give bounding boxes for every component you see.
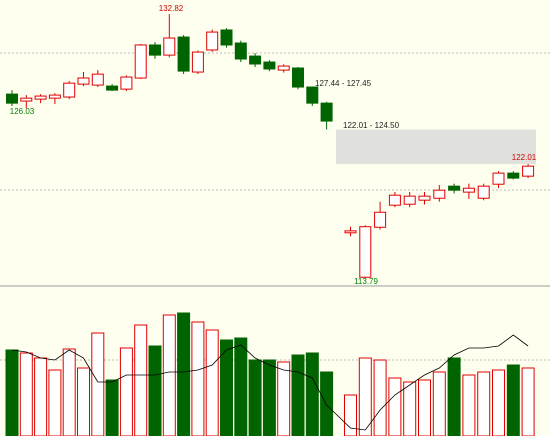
volume-bar [5, 349, 19, 436]
volume-bar [388, 377, 402, 436]
candle-body [507, 172, 520, 179]
volume-bar [220, 339, 233, 436]
candle-body [6, 93, 18, 104]
candle-body [34, 95, 47, 100]
candle-body [20, 97, 33, 102]
candle-body [120, 76, 133, 90]
volume-bar [403, 381, 417, 436]
volume-bar [177, 312, 191, 436]
volume-bar [477, 371, 491, 436]
candle-body [462, 187, 475, 193]
volume-bar [492, 369, 505, 436]
volume-bar [506, 364, 520, 436]
volume-average-line [11, 334, 529, 431]
candle-body [220, 29, 233, 46]
volume-bar [344, 394, 357, 436]
candle-body [48, 94, 61, 99]
candle-body [403, 195, 416, 205]
candle-body [263, 61, 276, 70]
volume-bar [19, 352, 33, 436]
candle-body [433, 189, 446, 199]
volume-bar [447, 357, 461, 436]
volume-bar [77, 367, 90, 436]
volume-bar [373, 359, 387, 436]
candle-body [277, 65, 290, 71]
candle-body [134, 44, 147, 79]
volume-bar [191, 321, 205, 436]
volume-bar [418, 379, 431, 436]
candle-body [344, 230, 357, 234]
candle-body [448, 185, 461, 191]
annotation: 132.82 [159, 4, 184, 13]
candle-body [191, 51, 204, 73]
candle-body [388, 194, 401, 206]
candle-body [177, 36, 190, 72]
volume-bar [105, 379, 119, 436]
volume-bar [34, 357, 48, 436]
volume-bar [462, 374, 476, 436]
volume-bar [521, 367, 535, 436]
candle-body [149, 44, 161, 56]
gap-box [336, 129, 536, 165]
candle-body [63, 82, 76, 98]
volume-bar [162, 314, 176, 436]
candle-body [320, 102, 333, 122]
annotation: 127.44 - 127.45 [315, 79, 372, 88]
volume-bar [119, 347, 133, 436]
candle-body [492, 172, 505, 185]
volume-bar [432, 371, 446, 436]
candle-body [477, 185, 490, 199]
volume-bar [291, 354, 305, 436]
volume-bar [91, 332, 105, 436]
candle-body [306, 86, 319, 104]
candle-body [234, 42, 247, 60]
candle-body [77, 77, 90, 85]
volume-bar [234, 337, 248, 436]
annotation: 122.01 - 124.50 [343, 121, 400, 130]
candle-body [374, 211, 387, 228]
annotation: 113.79 [354, 277, 378, 286]
volume-bar [277, 361, 291, 436]
candle-body [418, 195, 431, 201]
volume-bar [48, 369, 62, 436]
volume-bar [320, 371, 334, 436]
volume-bar [134, 324, 148, 436]
candle-body [163, 37, 176, 56]
annotation: 126.03 [10, 107, 35, 116]
volume-bar [262, 359, 276, 436]
candle-body [206, 31, 219, 51]
candle-body [106, 85, 119, 91]
volume-bar [248, 359, 262, 436]
candle-body [359, 226, 372, 278]
volume-bar [358, 357, 372, 436]
volume-bar [62, 348, 76, 436]
candle-body [292, 67, 304, 88]
candle-body [522, 165, 535, 177]
volume-bar [205, 329, 219, 436]
candle-body [249, 55, 262, 65]
annotation: 122.01 [512, 153, 537, 162]
candle-body [91, 73, 104, 86]
volume-bar [148, 345, 162, 436]
volume-bar [305, 352, 319, 436]
